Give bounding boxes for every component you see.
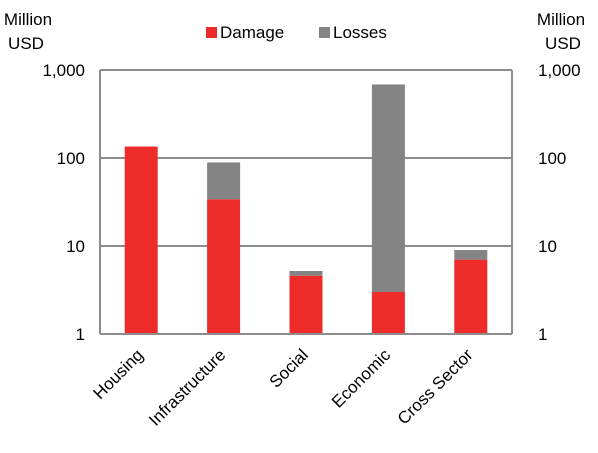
y-tick-label-right: 1,000: [538, 61, 581, 80]
bar-damage: [371, 292, 405, 334]
y-tick-label-right: 10: [538, 237, 557, 256]
bar-damage: [124, 146, 158, 334]
x-tick-label: Housing: [89, 345, 147, 403]
x-tick-label: Infrastructure: [145, 345, 229, 429]
y-tick-label-left: 100: [57, 149, 85, 168]
x-tick-label: Social: [266, 345, 312, 391]
bar-losses: [371, 84, 405, 293]
legend-item-losses: Losses: [319, 23, 387, 42]
y-axis-title-left: Million USD: [4, 10, 52, 53]
bar-losses: [289, 270, 323, 276]
bar-damage: [207, 199, 241, 334]
y-axis-title-left-line-2: USD: [8, 34, 44, 53]
bar-damage: [289, 275, 323, 334]
y-axis-title-right-line-1: Million: [537, 10, 585, 29]
bar-damage: [454, 259, 488, 334]
gridlines: [100, 69, 512, 247]
bars: [124, 84, 488, 334]
y-axis-title-right: Million USD: [537, 10, 585, 53]
bar-losses: [207, 162, 241, 200]
x-tick-label: Cross Sector: [394, 345, 477, 428]
legend-swatch-damage: [206, 27, 217, 38]
y-tick-label-right: 100: [538, 149, 566, 168]
y-tick-label-right: 1: [538, 325, 547, 344]
y-tick-label-left: 1: [76, 325, 85, 344]
legend-label-damage: Damage: [220, 23, 284, 42]
x-tick-label: Economic: [328, 345, 395, 412]
y-tick-label-left: 1,000: [42, 61, 85, 80]
legend-swatch-losses: [319, 27, 330, 38]
bar-losses: [454, 250, 488, 260]
legend: Damage Losses: [206, 23, 387, 42]
y-axis-title-left-line-1: Million: [4, 10, 52, 29]
legend-label-losses: Losses: [333, 23, 387, 42]
y-axis-title-right-line-2: USD: [545, 34, 581, 53]
y-tick-label-left: 10: [66, 237, 85, 256]
legend-item-damage: Damage: [206, 23, 284, 42]
